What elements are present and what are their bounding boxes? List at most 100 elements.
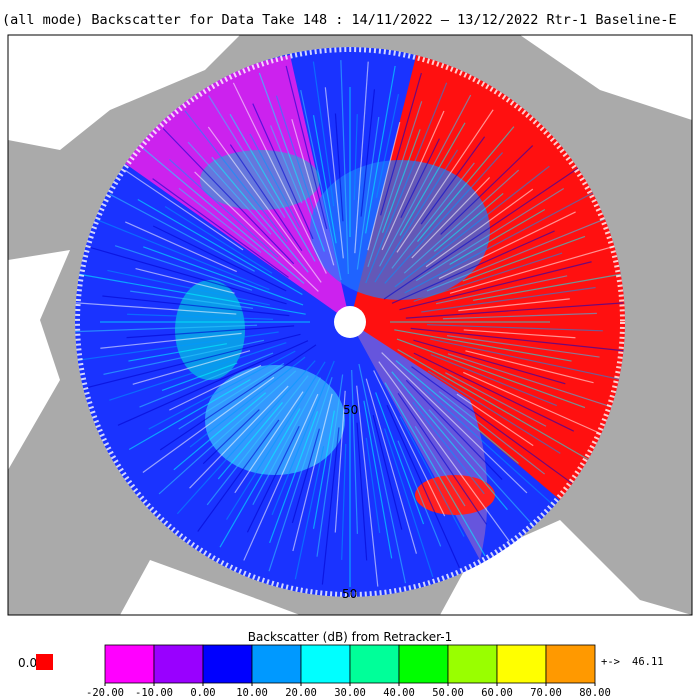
texture-ray <box>442 312 597 320</box>
texture-ray <box>164 205 273 274</box>
texture-ray <box>405 379 503 480</box>
texture-ray <box>197 419 280 532</box>
texture-ray <box>433 192 504 252</box>
texture-ray <box>194 171 319 292</box>
texture-ray <box>384 382 486 557</box>
patch <box>415 475 495 515</box>
texture-ray <box>405 302 624 319</box>
lat-label: 50 <box>342 587 357 601</box>
texture-ray <box>232 82 327 274</box>
texture-ray <box>124 169 244 251</box>
texture-ray <box>395 360 519 464</box>
texture-ray <box>386 404 460 568</box>
patch <box>310 160 490 300</box>
texture-ray <box>427 370 561 454</box>
texture-ray <box>143 246 304 306</box>
texture-ray <box>300 90 342 281</box>
tick-label: 30.00 <box>334 687 366 699</box>
color-box <box>104 644 155 684</box>
texture-ray <box>202 409 260 465</box>
ocean <box>8 35 240 150</box>
texture-ray <box>152 178 289 278</box>
texture-ray <box>415 187 565 282</box>
tick-label: 20.00 <box>285 687 317 699</box>
texture-ray <box>365 378 418 554</box>
texture-ray <box>217 402 283 480</box>
texture-ray <box>449 208 546 266</box>
texture-ray <box>391 371 508 511</box>
color-box <box>251 644 302 684</box>
texture-ray <box>291 428 320 524</box>
texture-ray <box>96 219 270 290</box>
texture-ray <box>128 378 251 451</box>
texture-ray <box>399 416 465 537</box>
texture-ray <box>130 290 254 309</box>
texture-ray <box>142 147 305 284</box>
texture-ray <box>252 377 321 506</box>
texture-ray <box>412 402 485 495</box>
texture-ray <box>206 375 309 506</box>
color-box <box>398 644 449 684</box>
texture-ray <box>269 411 319 544</box>
texture-ray <box>139 352 274 408</box>
texture-ray <box>128 343 228 362</box>
texture-ray <box>211 156 309 273</box>
texture-ray <box>127 313 274 320</box>
texture-ray <box>249 133 301 228</box>
texture-ray <box>229 144 303 252</box>
texture-ray <box>417 126 515 242</box>
texture-ray <box>100 332 242 349</box>
texture-ray <box>373 370 446 517</box>
texture-ray <box>384 152 504 284</box>
texture-ray <box>365 65 396 234</box>
texture-ray <box>125 221 237 273</box>
texture-ray <box>414 425 466 507</box>
texture-ray <box>292 393 333 552</box>
texture-ray <box>430 338 623 381</box>
texture-ray <box>375 93 400 198</box>
texture-ray <box>109 342 287 401</box>
texture-ray <box>438 391 546 475</box>
texture-ray <box>356 116 380 270</box>
texture-ray <box>356 422 368 561</box>
texture-ray <box>397 392 487 525</box>
texture-ray <box>132 350 251 385</box>
tick-label: 70.00 <box>530 687 562 699</box>
texture-ray <box>367 101 423 268</box>
texture-ray <box>413 252 563 302</box>
texture-ray <box>403 169 520 274</box>
texture-ray <box>391 162 475 269</box>
texture-ray <box>463 371 603 435</box>
texture-ray <box>109 193 255 272</box>
lat-label: 50 <box>343 403 358 417</box>
tick-label: 80.00 <box>579 687 611 699</box>
high-label: 46.11 <box>632 656 664 668</box>
texture-ray <box>399 122 466 236</box>
texture-ray <box>137 198 303 296</box>
texture-ray <box>258 72 325 252</box>
texture-ray <box>243 393 319 561</box>
texture-ray <box>75 302 237 315</box>
colorbar-title: Backscatter (dB) from Retracker-1 <box>248 630 452 644</box>
texture-ray <box>421 286 596 313</box>
color-box <box>349 644 400 684</box>
texture-ray <box>189 385 289 489</box>
texture-ray <box>465 350 594 384</box>
texture-ray <box>353 114 358 201</box>
texture-ray <box>351 369 358 534</box>
texture-ray <box>275 95 316 216</box>
texture-ray <box>340 60 349 275</box>
texture-ray <box>365 82 448 284</box>
texture-ray <box>446 335 600 358</box>
texture-ray <box>341 443 347 560</box>
texture-ray <box>321 427 340 585</box>
texture-ray <box>226 361 326 520</box>
texture-ray <box>316 374 344 557</box>
texture-ray <box>363 400 393 559</box>
texture-ray <box>246 425 300 533</box>
texture-ray <box>399 261 592 311</box>
color-box <box>202 644 253 684</box>
texture-ray <box>126 325 295 339</box>
texture-ray <box>381 129 421 233</box>
